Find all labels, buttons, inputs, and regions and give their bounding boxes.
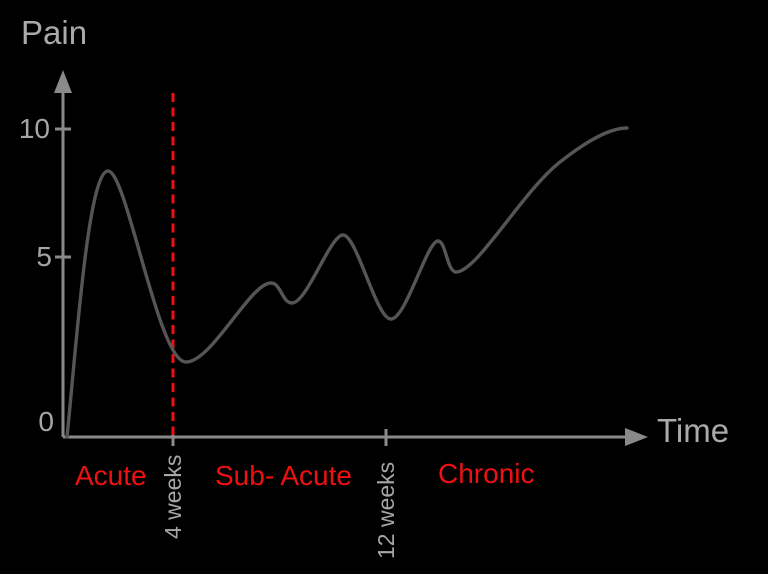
- y-tick-label-0: 0: [38, 406, 54, 437]
- phase-label-acute: Acute: [75, 460, 147, 491]
- phase-label-chronic: Chronic: [438, 458, 535, 489]
- y-tick-label-5: 5: [36, 241, 52, 272]
- y-tick-label-10: 10: [18, 113, 50, 144]
- x-axis-arrow-icon: [625, 428, 648, 446]
- y-axis-arrow-icon: [54, 70, 72, 93]
- y-axis-title: Pain: [21, 14, 88, 51]
- pain-curve: [65, 126, 629, 439]
- marker-label-12-weeks: 12 weeks: [373, 461, 399, 559]
- phase-label-sub-acute: Sub- Acute: [215, 460, 352, 491]
- x-axis-title: Time: [657, 412, 730, 449]
- marker-label-4-weeks: 4 weeks: [160, 454, 186, 539]
